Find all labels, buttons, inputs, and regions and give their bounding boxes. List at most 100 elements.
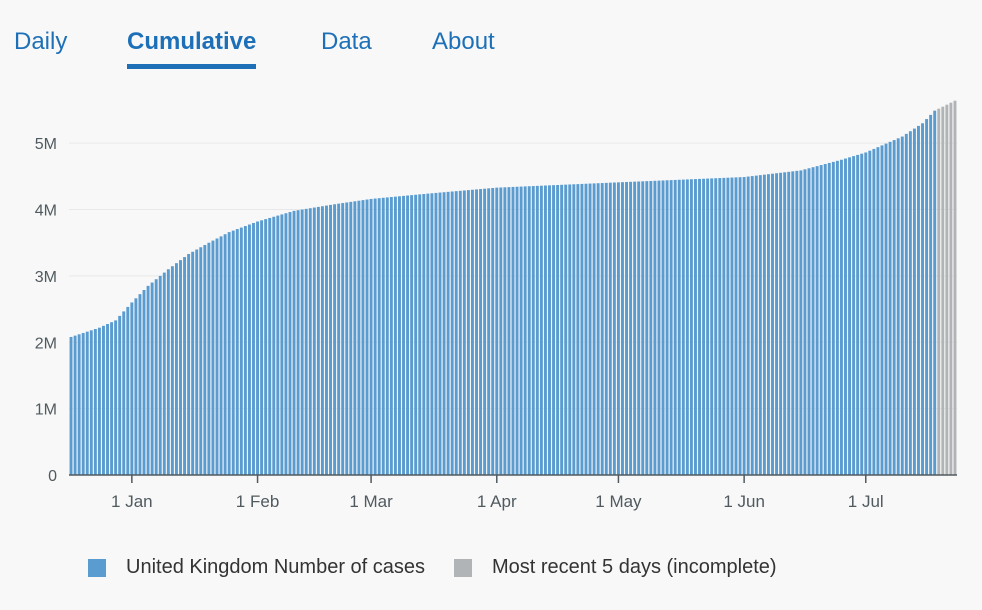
- y-tick-label: 4M: [35, 203, 57, 220]
- bar: [426, 193, 430, 476]
- bar: [677, 179, 681, 475]
- bar: [730, 177, 734, 475]
- bar: [580, 183, 584, 476]
- bar: [211, 240, 215, 475]
- bar: [272, 216, 276, 475]
- tab-cumulative-label: Cumulative: [127, 28, 257, 55]
- active-tab-indicator: [127, 64, 257, 69]
- bar: [791, 171, 795, 475]
- bar: [183, 257, 187, 475]
- bar: [454, 191, 458, 476]
- bar: [389, 197, 393, 475]
- bar: [203, 244, 207, 475]
- bar: [288, 212, 292, 475]
- bar: [754, 175, 758, 475]
- bar: [892, 140, 896, 476]
- bar: [779, 172, 783, 475]
- bar: [734, 177, 738, 475]
- bar: [880, 145, 884, 476]
- bar: [900, 136, 904, 475]
- bar: [495, 187, 499, 476]
- bar: [888, 141, 892, 475]
- bar: [361, 200, 365, 476]
- bar: [369, 198, 373, 475]
- bar: [365, 199, 369, 476]
- bar: [349, 201, 353, 475]
- bar: [479, 189, 483, 476]
- bar: [572, 184, 576, 476]
- tab-about[interactable]: About: [432, 28, 495, 55]
- bar: [118, 315, 122, 475]
- bar: [819, 165, 823, 475]
- bar: [616, 182, 620, 475]
- bar: [284, 213, 288, 475]
- bar: [227, 232, 231, 475]
- bar: [771, 173, 774, 475]
- bar: [199, 247, 203, 475]
- bar: [329, 204, 332, 475]
- bar: [661, 180, 665, 475]
- bar: [239, 227, 243, 475]
- bar: [487, 188, 491, 475]
- bar: [515, 186, 519, 475]
- bar: [629, 181, 633, 476]
- bar: [462, 190, 466, 475]
- bar: [434, 192, 438, 475]
- bar: [154, 279, 158, 475]
- bar: [325, 205, 328, 475]
- bar: [304, 208, 308, 475]
- bar: [402, 195, 405, 476]
- bar-incomplete: [941, 106, 945, 475]
- bar: [568, 184, 572, 475]
- bar: [450, 191, 454, 475]
- bar: [835, 160, 839, 476]
- y-tick-label: 3M: [35, 269, 57, 286]
- bar: [621, 182, 624, 475]
- bar: [884, 143, 888, 475]
- bar: [150, 282, 154, 475]
- bar: [523, 186, 527, 475]
- bar: [539, 185, 543, 475]
- bar: [385, 197, 389, 475]
- bar: [531, 186, 535, 475]
- bar: [296, 210, 300, 475]
- bar: [138, 294, 142, 475]
- legend-label-cases: United Kingdom Number of cases: [126, 556, 426, 578]
- bar: [556, 184, 560, 475]
- tab-cumulative[interactable]: Cumulative: [127, 28, 257, 69]
- bar: [912, 128, 916, 475]
- bar: [276, 215, 280, 475]
- bar: [170, 266, 174, 475]
- tab-daily[interactable]: Daily: [14, 28, 68, 55]
- bar: [223, 234, 227, 475]
- bar: [260, 220, 264, 475]
- bar: [130, 302, 134, 475]
- bar: [341, 203, 345, 475]
- bar: [917, 125, 920, 475]
- bar: [89, 330, 93, 475]
- bar: [685, 179, 689, 475]
- bar: [844, 158, 847, 475]
- bar: [604, 182, 608, 475]
- bar: [69, 336, 73, 475]
- bar: [856, 154, 860, 475]
- bar: [179, 260, 182, 475]
- bar: [706, 178, 710, 476]
- bar: [320, 206, 324, 475]
- bar: [775, 173, 779, 476]
- bar: [81, 332, 85, 475]
- tab-data[interactable]: Data: [321, 28, 372, 55]
- bar: [722, 177, 726, 475]
- bar: [446, 191, 450, 475]
- bar: [373, 198, 377, 476]
- bar-incomplete: [949, 102, 953, 475]
- bar: [795, 170, 799, 475]
- bar: [738, 177, 742, 475]
- bar: [868, 150, 872, 475]
- bar-incomplete: [945, 104, 949, 475]
- bar: [689, 179, 693, 475]
- bar: [475, 189, 478, 475]
- bar: [608, 182, 612, 475]
- bar: [93, 329, 97, 475]
- bar: [292, 210, 296, 475]
